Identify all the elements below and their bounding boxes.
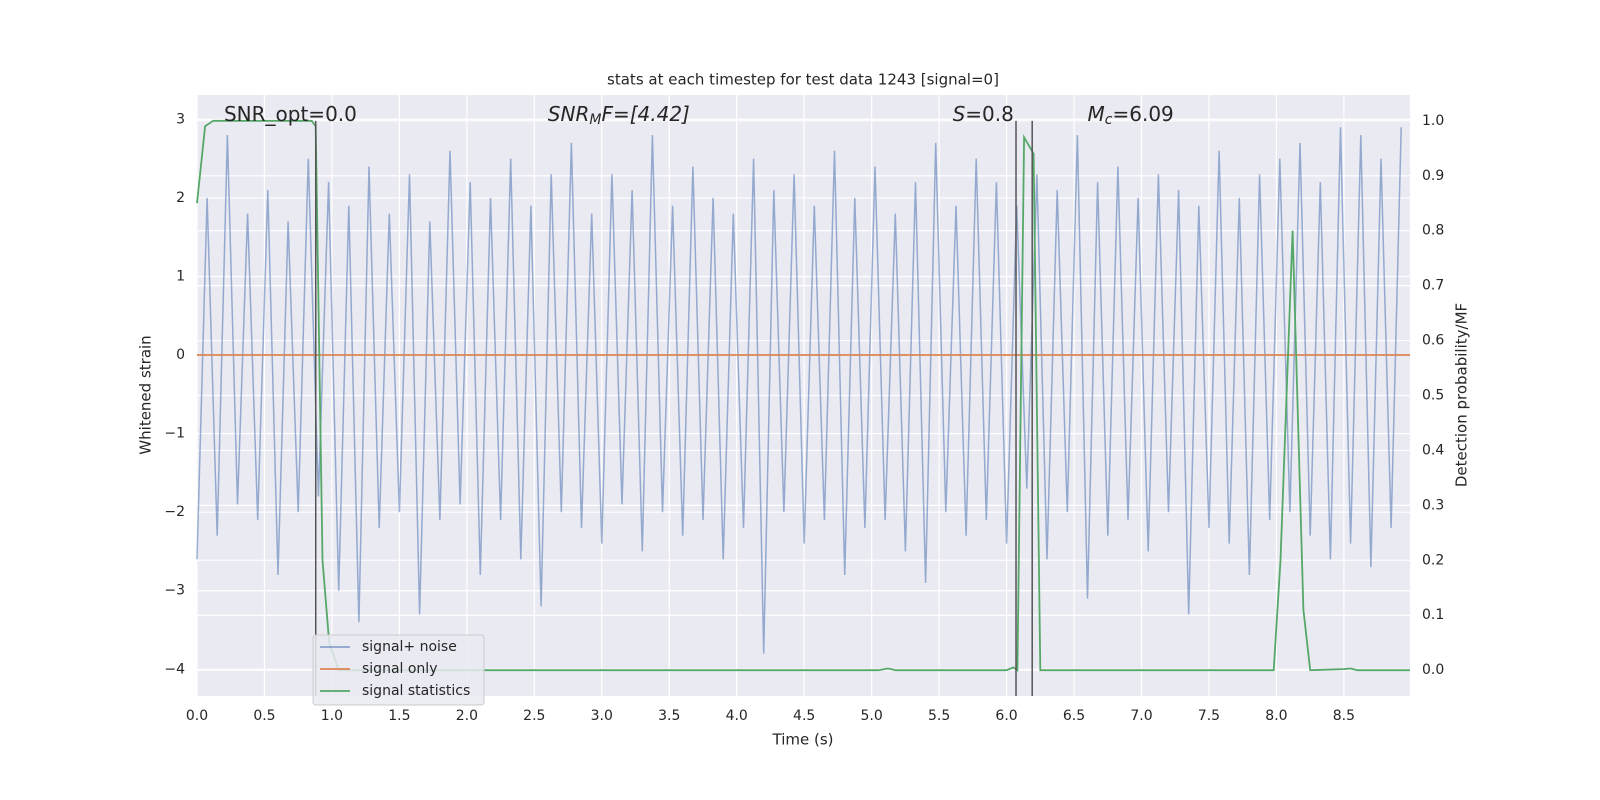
grid <box>196 95 1410 696</box>
annotation-base: M <box>1088 102 1105 126</box>
legend-label: signal+ noise <box>362 639 457 655</box>
y2-tick-label: 0.2 <box>1422 552 1444 568</box>
x-tick-label: 6.0 <box>995 708 1017 724</box>
x-tick-label: 5.0 <box>861 708 883 724</box>
y2-tick-label: 0.3 <box>1422 497 1444 513</box>
annotation: SNRMF=[4.42] <box>548 102 690 129</box>
x-tick-label: 7.5 <box>1198 708 1220 724</box>
marks <box>196 119 1410 696</box>
series-line <box>196 119 1410 672</box>
x-axis-label: Time (s) <box>772 731 834 749</box>
annotation: Mc=6.09 <box>1088 102 1174 129</box>
x-tick-label: 3.0 <box>591 708 613 724</box>
annotation-tail: =0.8 <box>965 102 1014 126</box>
legend-label: signal only <box>362 661 437 677</box>
x-tick-label: 8.0 <box>1265 708 1287 724</box>
annotation-tail: F=[4.42] <box>601 102 689 126</box>
x-tick-label: 1.5 <box>388 708 410 724</box>
annotation-base: SNR_opt=0.0 <box>224 102 357 126</box>
y2-tick-label: 0.9 <box>1422 168 1444 184</box>
y-tick-label: 2 <box>176 190 185 206</box>
series-line <box>196 127 1402 654</box>
y2-tick-label: 0.4 <box>1422 442 1444 458</box>
y-tick-label: −2 <box>164 504 185 520</box>
x-tick-label: 5.5 <box>928 708 950 724</box>
annotation-base: S <box>953 102 966 126</box>
chart-title: stats at each timestep for test data 124… <box>607 71 999 89</box>
y2-tick-label: 0.6 <box>1422 333 1444 349</box>
annotation-base: SNR <box>548 102 590 126</box>
x-tick-label: 4.5 <box>793 708 815 724</box>
legend-box <box>312 634 485 706</box>
x-tick-label: 3.5 <box>658 708 680 724</box>
x-tick-label: 4.0 <box>726 708 748 724</box>
y2-tick-label: 0.7 <box>1422 278 1444 294</box>
legend: signal+ noise signal only signal statistic… <box>312 634 485 706</box>
y-tick-label: −4 <box>164 661 185 677</box>
x-tick-label: 8.5 <box>1333 708 1355 724</box>
y-tick-label: 0 <box>176 347 185 363</box>
x-tick-label: 7.0 <box>1130 708 1152 724</box>
x-tick-label: 1.0 <box>321 708 343 724</box>
x-tick-label: 0.0 <box>186 708 208 724</box>
x-tick-label: 2.5 <box>523 708 545 724</box>
y2-tick-label: 0.1 <box>1422 607 1444 623</box>
annotation-tail: =6.09 <box>1112 102 1173 126</box>
y2-tick-label: 0.8 <box>1422 223 1444 239</box>
y-tick-label: −3 <box>164 583 185 599</box>
x-tick-label: 2.0 <box>456 708 478 724</box>
y-tick-label: 3 <box>176 111 185 127</box>
y2-tick-label: 1.0 <box>1422 113 1444 129</box>
annotation-sub: M <box>589 112 601 128</box>
y-tick-label: −1 <box>164 426 185 442</box>
annotation-sub: c <box>1105 112 1113 128</box>
y-tick-label: 1 <box>176 268 185 284</box>
x-tick-label: 6.5 <box>1063 708 1085 724</box>
y2-tick-label: 0.5 <box>1422 388 1444 404</box>
annotation: SNR_opt=0.0 <box>224 102 357 126</box>
legend-label: signal statistics <box>362 683 470 699</box>
y-axis-label: Whitened strain <box>137 335 155 454</box>
x-tick-label: 0.5 <box>253 708 275 724</box>
y2-axis-label: Detection probability/MF <box>1453 303 1471 487</box>
y2-tick-label: 0.0 <box>1422 662 1444 678</box>
annotation: S=0.8 <box>953 102 1014 126</box>
